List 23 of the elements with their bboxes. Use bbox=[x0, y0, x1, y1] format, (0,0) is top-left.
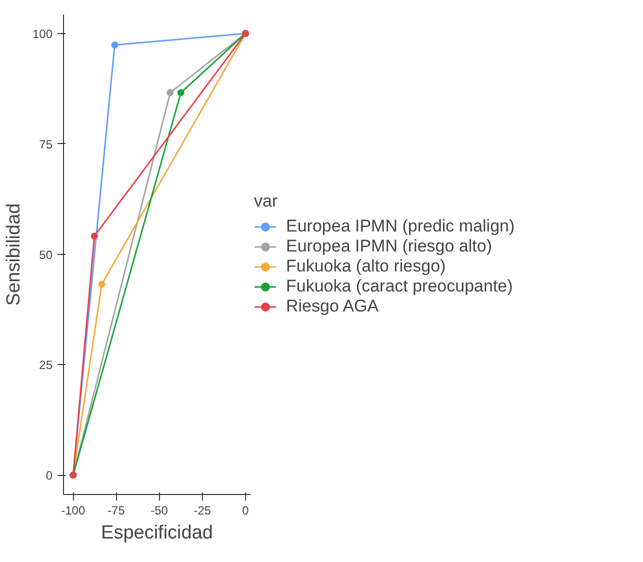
x-tick-label: -75 bbox=[108, 504, 126, 518]
x-tick-label: 0 bbox=[242, 504, 250, 518]
legend-label: Riesgo AGA bbox=[286, 296, 379, 316]
point bbox=[177, 89, 184, 96]
legend-label: Europea IPMN (predic malign) bbox=[286, 216, 515, 236]
legend-label: Fukuoka (alto riesgo) bbox=[286, 256, 446, 276]
y-tick-label: 100 bbox=[32, 26, 53, 41]
y-axis-title: Sensibilidad bbox=[3, 203, 24, 306]
legend-title: var bbox=[254, 192, 279, 212]
y-tick-label: 0 bbox=[46, 468, 53, 483]
point bbox=[98, 280, 106, 288]
y-tick-label: 25 bbox=[39, 358, 53, 372]
x-tick-label: -25 bbox=[194, 504, 212, 518]
y-tick-label: 50 bbox=[39, 248, 53, 262]
point bbox=[90, 232, 98, 240]
x-tick-label: -100 bbox=[61, 504, 86, 518]
y-tick-label: 75 bbox=[39, 137, 53, 152]
x-axis-title: Especificidad bbox=[101, 522, 213, 544]
legend-label: Fukuoka (caract preocupante) bbox=[286, 276, 513, 296]
point bbox=[111, 41, 118, 48]
point bbox=[166, 89, 174, 96]
x-tick-label: -50 bbox=[150, 504, 168, 518]
legend-label: Europea IPMN (riesgo alto) bbox=[286, 236, 492, 256]
